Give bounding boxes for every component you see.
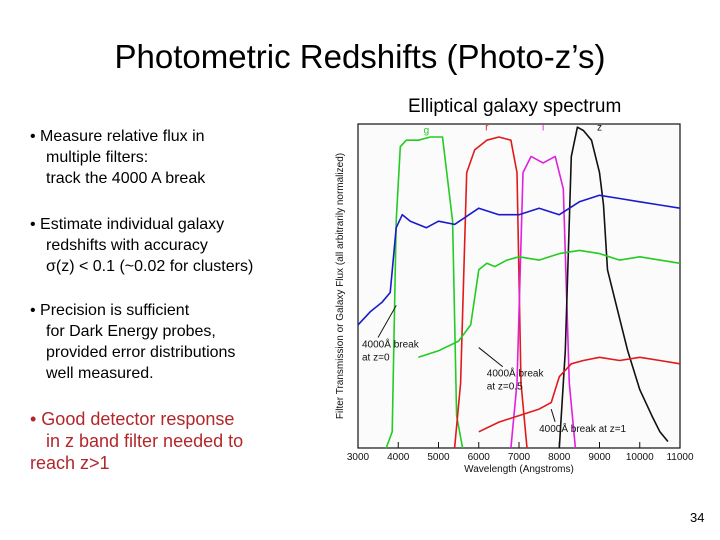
bullet-line: well measured. (46, 365, 154, 382)
bullet-line: • Measure relative flux in (30, 128, 205, 145)
bullet-line: for Dark Energy probes, (46, 323, 216, 340)
series-line-spec_z0 (357, 194, 681, 326)
bullet-line: • Estimate individual galaxy (30, 216, 225, 233)
bullet-line: reach z>1 (30, 453, 110, 473)
annotation-label: at z=0 (362, 353, 390, 364)
bullet-detector-response: • Good detector response in z band filte… (30, 408, 243, 474)
filter-label-r: r (485, 122, 489, 133)
bullet-line: redshifts with accuracy (46, 237, 208, 254)
annotation-label: 4000Å break at z=1 (539, 422, 626, 435)
series-layer (357, 126, 681, 449)
bullet-line: multiple filters: (46, 149, 149, 166)
figure-caption: Elliptical galaxy spectrum (408, 96, 622, 117)
x-tick-label: 7000 (508, 452, 531, 463)
x-tick-label: 4000 (387, 452, 410, 463)
series-line-z (558, 126, 669, 449)
bullet-line: track the 4000 A break (46, 170, 206, 187)
annotation-label: 4000Å break (362, 338, 420, 351)
y-axis-label: Filter Transmission or Galaxy Flux (all … (335, 153, 346, 419)
annotation-arrow (377, 305, 397, 338)
series-line-spec_z05 (418, 249, 681, 359)
filter-label-i: i (542, 122, 544, 133)
bullet-estimate-redshift: • Estimate individual galaxy redshifts w… (30, 214, 253, 277)
bullet-precision: • Precision is sufficient for Dark Energ… (30, 300, 235, 384)
ticks-layer: 3000 4000 5000 6000 7000 8000 9000 10000 11000 (347, 442, 694, 463)
x-axis-label: Wavelength (Angstroms) (464, 464, 574, 475)
x-tick-label: 8000 (548, 452, 571, 463)
bullet-line: provided error distributions (46, 344, 236, 361)
series-line-i (510, 155, 577, 449)
x-tick-label: 6000 (468, 452, 491, 463)
annotation-label: at z=0.5 (487, 382, 523, 393)
bullet-line: σ(z) < 0.1 (~0.02 for clusters) (46, 258, 254, 275)
page-number: 34 (690, 510, 705, 525)
labels-layer: g r i z 4000Å break at z=0 4000Å break at z=0.5… (362, 122, 627, 434)
x-tick-label: 10000 (626, 452, 654, 463)
x-tick-label: 9000 (588, 452, 611, 463)
page-title: Photometric Redshifts (Photo-z’s) (114, 38, 606, 75)
filter-label-z: z (597, 122, 602, 133)
bullet-line: • Good detector response (30, 409, 235, 429)
series-line-g (385, 136, 464, 449)
series-line-r (453, 136, 528, 449)
filter-label-g: g (424, 126, 430, 137)
x-tick-label: 3000 (347, 452, 370, 463)
bullet-line: in z band filter needed to (46, 431, 244, 451)
series-line-spec_z1 (478, 356, 681, 433)
x-tick-label: 5000 (427, 452, 450, 463)
x-tick-label: 11000 (666, 452, 694, 463)
annotation-arrow (478, 347, 504, 368)
bullet-measure-flux: • Measure relative flux in multiple filt… (30, 126, 205, 189)
bullet-line: • Precision is sufficient (30, 302, 190, 319)
annotation-label: 4000Å break (487, 367, 545, 380)
annotation-arrow (550, 408, 556, 422)
